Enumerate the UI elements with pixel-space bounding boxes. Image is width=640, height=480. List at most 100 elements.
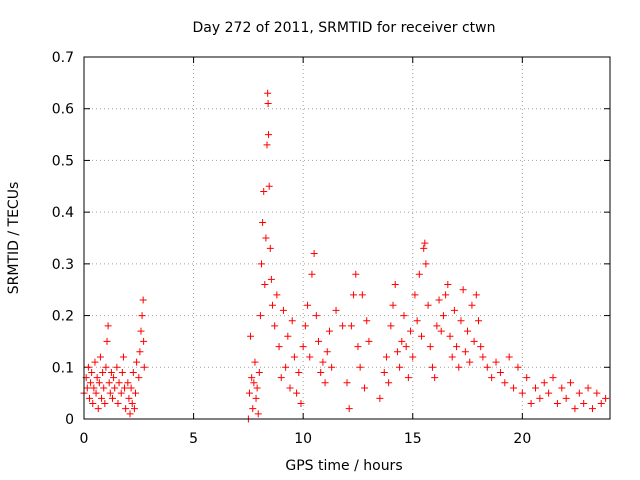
data-point <box>602 394 610 402</box>
data-point <box>382 353 390 361</box>
data-point <box>321 379 329 387</box>
data-point <box>299 343 307 351</box>
data-point <box>470 337 478 345</box>
data-point <box>323 348 331 356</box>
data-point <box>96 353 104 361</box>
data-point <box>290 353 298 361</box>
data-point <box>136 348 144 356</box>
data-point <box>117 389 125 397</box>
data-point <box>453 343 461 351</box>
data-point <box>139 296 147 304</box>
data-point <box>248 374 256 382</box>
y-tick-label: 0.1 <box>52 360 74 376</box>
data-point <box>376 394 384 402</box>
data-point <box>254 410 262 418</box>
data-point <box>138 312 146 320</box>
data-point <box>249 405 257 413</box>
data-point <box>124 379 132 387</box>
data-point <box>597 399 605 407</box>
y-tick-label: 0.6 <box>52 102 74 118</box>
data-point <box>380 368 388 376</box>
data-point <box>514 363 522 371</box>
data-point <box>268 301 276 309</box>
y-tick-label: 0.4 <box>52 205 74 221</box>
data-point <box>264 100 272 108</box>
data-point <box>92 389 100 397</box>
data-point <box>111 384 119 392</box>
data-point <box>252 394 260 402</box>
data-point <box>584 384 592 392</box>
data-point <box>352 270 360 278</box>
data-point <box>119 353 127 361</box>
data-point <box>93 374 101 382</box>
data-point <box>125 394 133 402</box>
data-point <box>105 379 113 387</box>
data-point <box>113 363 121 371</box>
data-point <box>267 275 275 283</box>
data-point <box>265 131 273 139</box>
data-point <box>407 327 415 335</box>
data-point <box>400 312 408 320</box>
data-point <box>472 291 480 299</box>
data-point <box>264 89 272 97</box>
data-point <box>356 363 364 371</box>
data-point <box>455 363 463 371</box>
data-point <box>129 368 137 376</box>
data-point <box>265 182 273 190</box>
data-point <box>95 379 103 387</box>
data-point <box>273 291 281 299</box>
data-point <box>527 399 535 407</box>
data-point <box>413 317 421 325</box>
data-point <box>492 358 500 366</box>
data-point <box>130 405 138 413</box>
data-point <box>104 322 112 330</box>
y-axis-ticks: 0 0.1 0.2 0.3 0.4 0.5 0.6 0.7 <box>52 50 610 428</box>
data-point <box>350 291 358 299</box>
data-point <box>475 317 482 325</box>
y-tick-label: 0.2 <box>52 309 74 325</box>
data-point <box>258 260 266 268</box>
data-point <box>256 312 264 320</box>
data-point <box>251 358 259 366</box>
data-point <box>404 374 412 382</box>
x-tick-label: 20 <box>513 431 531 447</box>
data-point <box>85 394 93 402</box>
data-point <box>297 399 305 407</box>
data-point <box>540 379 548 387</box>
data-point <box>332 306 340 314</box>
data-point <box>89 399 97 407</box>
data-point <box>325 327 333 335</box>
x-tick-label: 5 <box>189 431 198 447</box>
data-point <box>295 368 303 376</box>
data-point <box>444 281 452 289</box>
data-point <box>132 389 140 397</box>
data-point <box>110 374 118 382</box>
data-point <box>121 384 129 392</box>
x-tick-label: 10 <box>294 431 312 447</box>
data-point <box>263 141 271 149</box>
data-point <box>286 384 294 392</box>
data-point <box>310 250 318 258</box>
data-point <box>102 363 110 371</box>
data-point <box>418 332 426 340</box>
data-point <box>488 374 496 382</box>
data-point <box>99 368 107 376</box>
data-point <box>389 301 397 309</box>
data-point <box>431 374 439 382</box>
data-point <box>100 384 108 392</box>
data-point <box>363 317 371 325</box>
data-point <box>107 368 115 376</box>
data-point <box>275 343 283 351</box>
data-point <box>260 187 268 195</box>
data-point <box>319 358 327 366</box>
data-point <box>133 358 141 366</box>
data-point <box>255 368 263 376</box>
data-point <box>496 368 504 376</box>
data-point <box>446 332 454 340</box>
data-point <box>448 353 456 361</box>
data-point <box>361 384 369 392</box>
data-point <box>466 358 474 366</box>
data-point <box>588 405 596 413</box>
data-points <box>80 89 610 423</box>
